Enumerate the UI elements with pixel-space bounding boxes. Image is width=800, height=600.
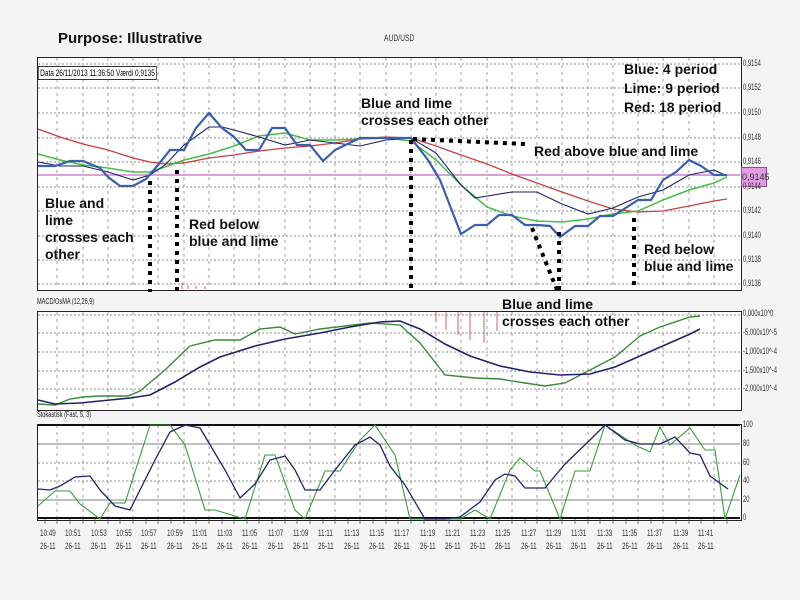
x-tick-label: 11:23 26-11 xyxy=(470,528,486,551)
x-tick-label: 11:35 26-11 xyxy=(621,528,638,551)
x-tick-label: 11:33 26-11 xyxy=(596,528,613,551)
macd-title: MACD/OsMA (12,26,9) xyxy=(37,297,95,306)
horizontal-gridlines xyxy=(38,63,740,482)
x-tick-label: 11:27 26-11 xyxy=(520,528,537,551)
macd-green-line xyxy=(37,315,701,406)
blue-4-period-line xyxy=(38,111,727,239)
purpose-label: Purpose: Illustrative xyxy=(58,30,203,47)
x-tick-label: 11:09 26-11 xyxy=(293,528,309,551)
macd-panel xyxy=(37,311,742,411)
red-18-period-line xyxy=(37,128,728,213)
x-tick-label: 10:55 26-11 xyxy=(115,528,132,551)
x-tick-label: 11:03 26-11 xyxy=(217,528,233,551)
price-panel xyxy=(37,57,742,291)
annotation-red-below-2: Red below blue and lime xyxy=(644,241,734,274)
annotation-red-below-1: Red below blue and lime xyxy=(189,216,279,249)
x-tick-label: 10:53 26-11 xyxy=(90,528,107,551)
x-tick-label: 10:57 26-11 xyxy=(141,528,157,551)
stoch-levels xyxy=(38,443,740,501)
vertical-gridlines xyxy=(56,58,715,519)
x-tick-label: 11:41 26-11 xyxy=(697,528,714,551)
stoch-k-line xyxy=(37,424,741,521)
x-tick-label: 11:25 26-11 xyxy=(495,528,512,551)
dark-blue-line xyxy=(37,126,728,215)
x-tick-label: 11:15 26-11 xyxy=(368,528,385,551)
legend-lime: Lime: 9 period xyxy=(624,80,720,96)
x-tick-label: 10:51 26-11 xyxy=(65,528,82,551)
annotation-blue-lime-cross-1: Blue and lime crosses each other xyxy=(45,195,134,262)
x-tick-label: 11:37 26-11 xyxy=(647,528,663,551)
x-tick-label: 11:07 26-11 xyxy=(267,528,284,551)
x-tick-label: 11:21 26-11 xyxy=(444,528,461,551)
x-tick-label: 11:17 26-11 xyxy=(394,528,410,551)
histogram-bars xyxy=(181,283,498,343)
macd-signal-line xyxy=(37,320,701,405)
x-tick-label: 11:13 26-11 xyxy=(343,528,360,551)
x-ticks xyxy=(44,519,728,524)
annotation-blue-lime-cross-3: Blue and lime crosses each other xyxy=(502,296,630,329)
x-tick-label: 10:59 26-11 xyxy=(166,528,183,551)
x-tick-label: 10:49 26-11 xyxy=(40,528,56,551)
legend: Blue: 4 period Lime: 9 period Red: 18 pe… xyxy=(624,60,721,117)
legend-blue: Blue: 4 period xyxy=(624,61,718,77)
annotation-markers xyxy=(148,137,636,292)
annotation-blue-lime-cross-2: Blue and lime crosses each other xyxy=(361,95,489,128)
x-tick-label: 11:01 26-11 xyxy=(191,528,208,551)
x-tick-label: 11:19 26-11 xyxy=(419,528,436,551)
x-tick-label: 11:11 26-11 xyxy=(318,528,334,551)
annotation-red-above: Red above blue and lime xyxy=(534,143,699,159)
x-tick-label: 11:31 26-11 xyxy=(571,528,587,551)
data-info-box: Data 26/11/2013 11:36:50 Værdi 0,9135 xyxy=(38,66,158,80)
symbol-label: AUD/USD xyxy=(384,33,415,43)
stoch-bounds xyxy=(38,424,740,519)
stoch-title: Stokastisk (Fast, 5, 3) xyxy=(37,410,92,419)
stoch-d-line xyxy=(37,424,729,520)
x-tick-label: 11:05 26-11 xyxy=(242,528,259,551)
x-tick-label: 11:39 26-11 xyxy=(672,528,689,551)
x-tick-label: 11:29 26-11 xyxy=(546,528,562,551)
current-price-tag: 0,9145 xyxy=(741,167,770,187)
legend-red: Red: 18 period xyxy=(624,99,722,115)
